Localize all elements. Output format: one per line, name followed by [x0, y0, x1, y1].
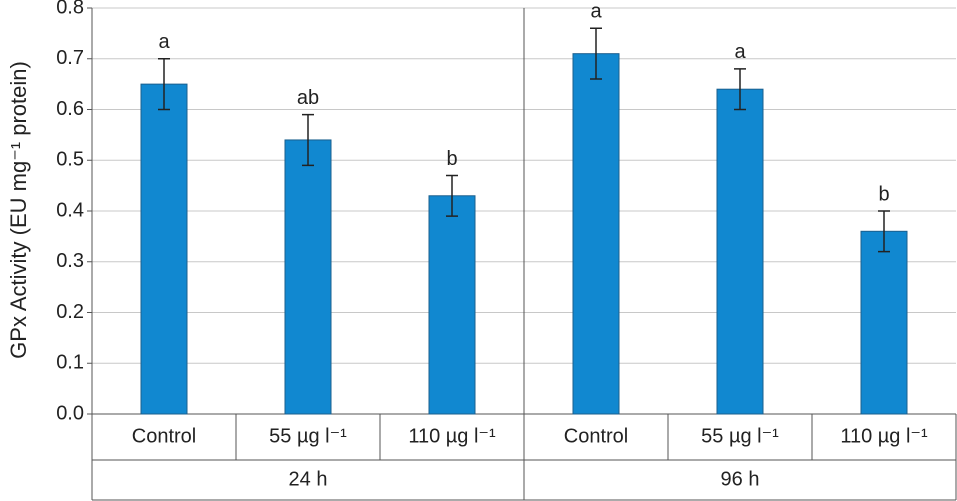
- significance-letter: a: [734, 41, 746, 63]
- y-tick-label: 0.0: [56, 402, 84, 424]
- y-tick-label: 0.7: [56, 47, 84, 69]
- x-tick-label: 110 µg l⁻¹: [840, 425, 928, 447]
- error-bar: [878, 210, 890, 253]
- group-label: 96 h: [721, 468, 760, 490]
- y-tick-label: 0.2: [56, 301, 84, 323]
- significance-letter: a: [158, 31, 170, 53]
- bar: [860, 230, 908, 415]
- x-tick-label: Control: [564, 425, 628, 447]
- bar: [428, 195, 476, 415]
- significance-letter: b: [878, 183, 889, 205]
- error-bar: [302, 113, 314, 167]
- significance-letter: b: [446, 148, 457, 170]
- bar: [284, 139, 332, 415]
- bar: [716, 88, 764, 415]
- x-tick-label: 55 µg l⁻¹: [269, 425, 347, 447]
- x-tick-label: Control: [132, 425, 196, 447]
- y-tick-label: 0.3: [56, 250, 84, 272]
- bar: [140, 83, 188, 415]
- y-axis-label: GPx Activity (EU mg⁻¹ protein): [6, 61, 31, 359]
- error-bar: [734, 68, 746, 111]
- bar: [572, 53, 620, 415]
- y-tick-label: 0.8: [56, 0, 84, 18]
- y-tick-label: 0.1: [56, 352, 84, 374]
- significance-letter: a: [590, 1, 602, 23]
- group-label: 24 h: [289, 468, 328, 490]
- error-bar: [158, 58, 170, 111]
- y-tick-label: 0.5: [56, 149, 84, 171]
- x-tick-label: 110 µg l⁻¹: [408, 425, 496, 447]
- significance-letter: ab: [297, 87, 319, 109]
- error-bar: [590, 27, 602, 80]
- error-bar: [446, 174, 458, 217]
- y-tick-label: 0.4: [56, 199, 84, 221]
- x-tick-label: 55 µg l⁻¹: [701, 425, 779, 447]
- y-tick-label: 0.6: [56, 98, 84, 120]
